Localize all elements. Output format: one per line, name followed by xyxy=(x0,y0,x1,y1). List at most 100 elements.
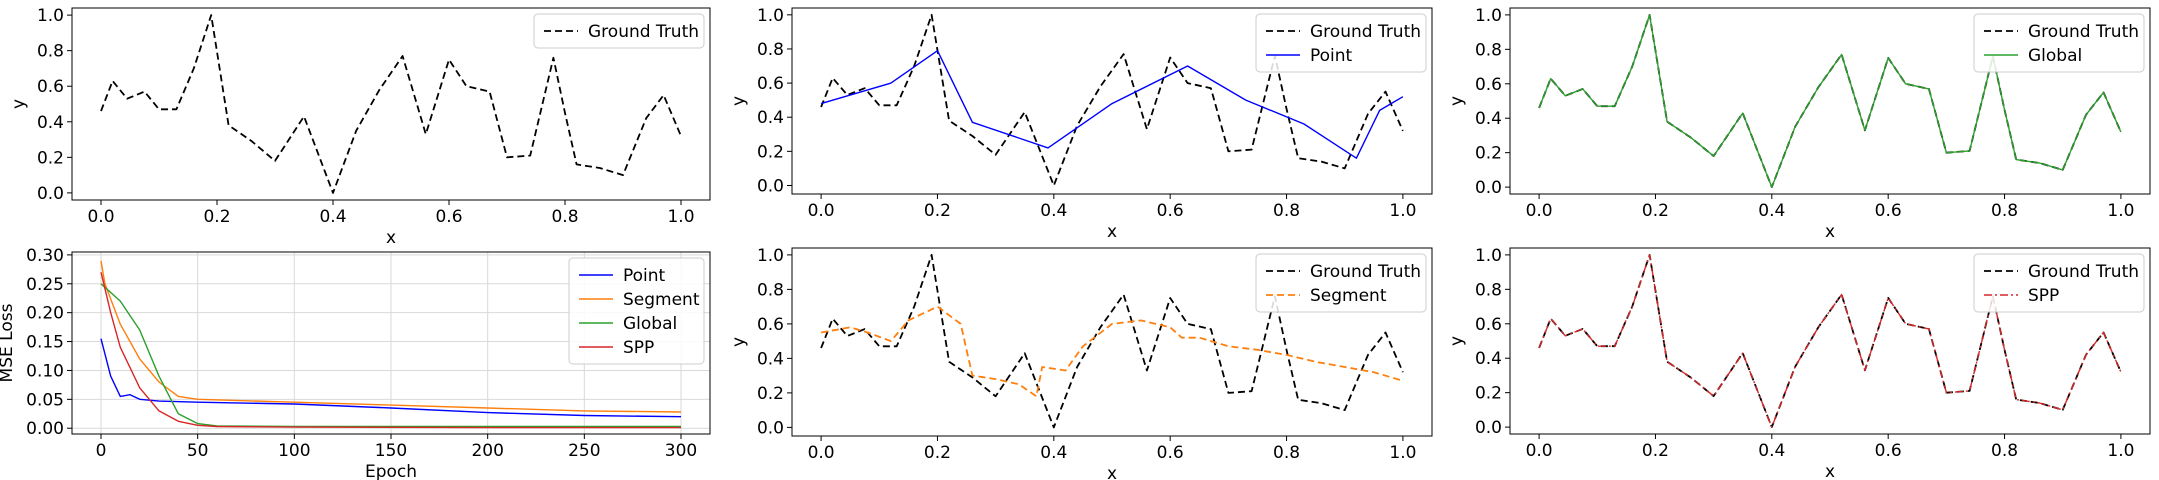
panel-3-ytick-label-3: 0.15 xyxy=(26,333,64,353)
panel-4-ytick-label-4: 0.8 xyxy=(757,280,784,300)
panel-5-xlabel: x xyxy=(1825,462,1835,480)
panel-1-xtick-label-3: 0.6 xyxy=(1157,201,1184,221)
panel-4-xlabel: x xyxy=(1107,464,1117,480)
panel-1-xtick-label-1: 0.2 xyxy=(924,201,951,221)
panel-3-series-0-line xyxy=(100,338,682,418)
panel-4-legend xyxy=(1255,253,1427,313)
panel-0-ytick-label-1: 0.2 xyxy=(37,148,64,168)
panel-1-ytick-label-4: 0.8 xyxy=(757,40,784,60)
panel-1: 0.0 0.2 0.4 0.6 0.8 1.0 0.0 0.2 0.4 0.6 0.8 1.0 x y Gr… xyxy=(729,6,1433,242)
panel-5-xtick-label-1: 0.2 xyxy=(1642,441,1669,461)
panel-2-series-1-line xyxy=(1538,14,2122,188)
panel-4-legend-label-0: Ground Truth xyxy=(1310,262,1421,282)
panel-1-legend-label-1: Point xyxy=(1310,46,1353,66)
panel-2-xlabel: x xyxy=(1825,222,1835,242)
panel-0-xtick-label-1: 0.2 xyxy=(203,207,230,227)
panel-2-ytick-label-3: 0.6 xyxy=(1475,75,1502,95)
panel-3-xtick-label-6: 300 xyxy=(665,441,697,461)
panel-4: 0.0 0.2 0.4 0.6 0.8 1.0 0.0 0.2 0.4 0.6 0.8 1.0 x y Gr… xyxy=(729,246,1433,480)
panel-0-xtick-label-2: 0.4 xyxy=(319,207,346,227)
panel-2-axes-frame xyxy=(1509,7,2151,195)
panel-4-ytick-label-3: 0.6 xyxy=(757,315,784,335)
panel-4-ytick-label-1: 0.2 xyxy=(757,384,784,404)
panel-3-ytick-label-5: 0.25 xyxy=(26,275,64,295)
panel-2-xtick-label-1: 0.2 xyxy=(1642,201,1669,221)
panel-1-xlabel: x xyxy=(1107,222,1117,242)
panel-1-xtick-label-4: 0.8 xyxy=(1273,201,1300,221)
panel-3-xtick-label-4: 200 xyxy=(471,441,503,461)
panel-3-ytick-label-6: 0.30 xyxy=(26,246,64,266)
panel-2-legend xyxy=(1973,13,2145,73)
panel-0-xlabel: x xyxy=(386,228,396,248)
panel-0-ytick-label-5: 1.0 xyxy=(37,6,64,26)
panel-3-series-3-line xyxy=(100,272,681,429)
panel-5-ytick-label-0: 0.0 xyxy=(1475,418,1502,438)
panel-4-ytick-label-2: 0.4 xyxy=(757,349,784,369)
panel-3-xtick-label-0: 0 xyxy=(96,441,107,461)
panel-5-ytick-label-3: 0.6 xyxy=(1475,315,1502,335)
panel-1-ytick-label-5: 1.0 xyxy=(757,6,784,26)
panel-5-xtick-label-4: 0.8 xyxy=(1991,441,2018,461)
panel-2-xtick-label-2: 0.4 xyxy=(1758,201,1785,221)
panel-1-ytick-label-2: 0.4 xyxy=(757,108,784,128)
panel-0-xtick-label-4: 0.8 xyxy=(551,207,578,227)
panel-2: 0.0 0.2 0.4 0.6 0.8 1.0 0.0 0.2 0.4 0.6 0.8 1.0 x y Gr… xyxy=(1447,6,2151,242)
panel-4-xtick-label-4: 0.8 xyxy=(1273,443,1300,463)
panel-1-xtick-label-0: 0.0 xyxy=(808,201,835,221)
panel-1-ytick-label-1: 0.2 xyxy=(757,142,784,162)
panel-0-legend-label-0: Ground Truth xyxy=(588,22,699,42)
panel-3: 0 50 100 150 200 250 300 0.00 0.05 0.10 0.15 0.20 0.… xyxy=(0,246,711,480)
panel-2-legend-label-1: Global xyxy=(2028,46,2082,66)
panel-0-xtick-label-0: 0.0 xyxy=(87,207,114,227)
panel-0-xtick-label-5: 1.0 xyxy=(667,207,694,227)
panel-2-ytick-label-5: 1.0 xyxy=(1475,6,1502,26)
panel-5-ytick-label-5: 1.0 xyxy=(1475,246,1502,266)
panel-0-series-0-line xyxy=(100,14,682,194)
panel-3-legend-label-3: SPP xyxy=(623,338,654,358)
panel-0-legend xyxy=(533,13,705,49)
panel-5-legend-label-0: Ground Truth xyxy=(2028,262,2139,282)
panel-5-xtick-label-3: 0.6 xyxy=(1875,441,1902,461)
panel-1-legend-label-0: Ground Truth xyxy=(1310,22,1421,42)
panel-1-axes-frame xyxy=(791,7,1433,195)
panel-0-ytick-label-2: 0.4 xyxy=(37,113,64,133)
panel-3-xtick-label-3: 150 xyxy=(375,441,407,461)
panel-5-xtick-label-2: 0.4 xyxy=(1758,441,1785,461)
panel-2-ytick-label-0: 0.0 xyxy=(1475,178,1502,198)
panel-5-ytick-label-1: 0.2 xyxy=(1475,384,1502,404)
panel-3-legend-label-0: Point xyxy=(623,266,666,286)
panel-5-legend xyxy=(1973,253,2145,313)
panel-2-ytick-label-1: 0.2 xyxy=(1475,144,1502,164)
panel-3-legend-label-1: Segment xyxy=(623,290,700,310)
panel-0: 0.0 0.2 0.4 0.6 0.8 1.0 0.0 0.2 0.4 0.6 0.8 1.0 x y Gr… xyxy=(9,6,711,248)
panel-3-xtick-label-2: 100 xyxy=(278,441,310,461)
panel-3-xtick-label-5: 250 xyxy=(568,441,600,461)
panel-2-ytick-label-2: 0.4 xyxy=(1475,109,1502,129)
panel-4-series-1-line xyxy=(820,305,1404,398)
panel-0-xtick-label-3: 0.6 xyxy=(435,207,462,227)
panel-4-xtick-label-2: 0.4 xyxy=(1040,443,1067,463)
panel-0-ytick-label-3: 0.6 xyxy=(37,77,64,97)
panel-4-ytick-label-5: 1.0 xyxy=(757,246,784,266)
panel-2-legend-label-0: Ground Truth xyxy=(2028,22,2139,42)
panel-2-xtick-label-3: 0.6 xyxy=(1875,201,1902,221)
panel-1-xtick-label-5: 1.0 xyxy=(1389,201,1416,221)
panel-0-ytick-label-0: 0.0 xyxy=(37,184,64,204)
panel-4-ytick-label-0: 0.0 xyxy=(757,418,784,438)
panel-4-series-0-line xyxy=(820,253,1404,429)
panel-3-legend xyxy=(568,257,705,365)
panel-1-legend xyxy=(1255,13,1427,73)
panel-3-xtick-label-1: 50 xyxy=(187,441,209,461)
panel-3-ytick-label-0: 0.00 xyxy=(26,419,64,439)
panel-5-xtick-label-0: 0.0 xyxy=(1526,441,1553,461)
panel-5-series-0-line xyxy=(1538,253,2122,429)
panel-4-axes-frame xyxy=(791,247,1433,437)
panel-1-xtick-label-2: 0.4 xyxy=(1040,201,1067,221)
panel-4-legend-label-1: Segment xyxy=(1310,286,1387,306)
panel-3-ytick-label-2: 0.10 xyxy=(26,361,64,381)
panel-0-ylabel: y xyxy=(9,99,29,109)
panel-5-ytick-label-4: 0.8 xyxy=(1475,280,1502,300)
panel-0-axes-frame xyxy=(71,7,711,201)
panel-4-xtick-label-1: 0.2 xyxy=(924,443,951,463)
